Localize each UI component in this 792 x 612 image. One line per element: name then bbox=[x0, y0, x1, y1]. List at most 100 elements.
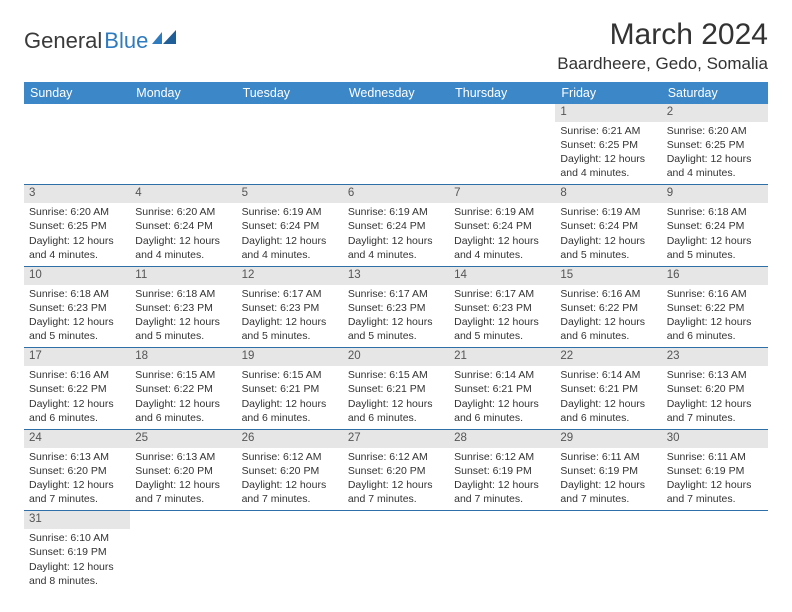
calendar-cell: 4Sunrise: 6:20 AMSunset: 6:24 PMDaylight… bbox=[130, 185, 236, 266]
flag-icon bbox=[152, 28, 178, 54]
day-number: 10 bbox=[24, 267, 130, 285]
day-number: 2 bbox=[662, 104, 768, 122]
day-number: 28 bbox=[449, 430, 555, 448]
day-details: Sunrise: 6:12 AMSunset: 6:19 PMDaylight:… bbox=[449, 448, 555, 511]
day-number: 5 bbox=[237, 185, 343, 203]
day-number: 30 bbox=[662, 430, 768, 448]
day-details: Sunrise: 6:17 AMSunset: 6:23 PMDaylight:… bbox=[449, 285, 555, 348]
day-details: Sunrise: 6:20 AMSunset: 6:24 PMDaylight:… bbox=[130, 203, 236, 266]
calendar-cell: 6Sunrise: 6:19 AMSunset: 6:24 PMDaylight… bbox=[343, 185, 449, 266]
weekday-header: Friday bbox=[555, 82, 661, 104]
calendar-cell: 17Sunrise: 6:16 AMSunset: 6:22 PMDayligh… bbox=[24, 348, 130, 429]
calendar-cell: 2Sunrise: 6:20 AMSunset: 6:25 PMDaylight… bbox=[662, 104, 768, 185]
day-number bbox=[343, 511, 449, 515]
day-number bbox=[449, 511, 555, 515]
day-details: Sunrise: 6:11 AMSunset: 6:19 PMDaylight:… bbox=[662, 448, 768, 511]
brand-text-1: General bbox=[24, 28, 102, 54]
calendar-cell: 18Sunrise: 6:15 AMSunset: 6:22 PMDayligh… bbox=[130, 348, 236, 429]
day-details: Sunrise: 6:13 AMSunset: 6:20 PMDaylight:… bbox=[24, 448, 130, 511]
calendar-cell: 15Sunrise: 6:16 AMSunset: 6:22 PMDayligh… bbox=[555, 266, 661, 347]
brand-text-2: Blue bbox=[104, 28, 148, 54]
day-number: 27 bbox=[343, 430, 449, 448]
title-block: March 2024 Baardheere, Gedo, Somalia bbox=[557, 18, 768, 74]
calendar-cell: 22Sunrise: 6:14 AMSunset: 6:21 PMDayligh… bbox=[555, 348, 661, 429]
day-details: Sunrise: 6:13 AMSunset: 6:20 PMDaylight:… bbox=[662, 366, 768, 429]
calendar-cell bbox=[555, 511, 661, 592]
day-number: 19 bbox=[237, 348, 343, 366]
day-number: 14 bbox=[449, 267, 555, 285]
day-number: 4 bbox=[130, 185, 236, 203]
calendar-cell: 27Sunrise: 6:12 AMSunset: 6:20 PMDayligh… bbox=[343, 429, 449, 510]
calendar-row: 3Sunrise: 6:20 AMSunset: 6:25 PMDaylight… bbox=[24, 185, 768, 266]
day-number: 13 bbox=[343, 267, 449, 285]
day-details: Sunrise: 6:14 AMSunset: 6:21 PMDaylight:… bbox=[555, 366, 661, 429]
day-number: 18 bbox=[130, 348, 236, 366]
day-number: 9 bbox=[662, 185, 768, 203]
day-details: Sunrise: 6:16 AMSunset: 6:22 PMDaylight:… bbox=[662, 285, 768, 348]
calendar-cell bbox=[449, 511, 555, 592]
day-details: Sunrise: 6:15 AMSunset: 6:22 PMDaylight:… bbox=[130, 366, 236, 429]
day-details: Sunrise: 6:20 AMSunset: 6:25 PMDaylight:… bbox=[662, 122, 768, 185]
calendar-cell: 14Sunrise: 6:17 AMSunset: 6:23 PMDayligh… bbox=[449, 266, 555, 347]
calendar-cell: 5Sunrise: 6:19 AMSunset: 6:24 PMDaylight… bbox=[237, 185, 343, 266]
month-title: March 2024 bbox=[557, 18, 768, 52]
calendar-cell: 20Sunrise: 6:15 AMSunset: 6:21 PMDayligh… bbox=[343, 348, 449, 429]
calendar-cell: 25Sunrise: 6:13 AMSunset: 6:20 PMDayligh… bbox=[130, 429, 236, 510]
day-details: Sunrise: 6:21 AMSunset: 6:25 PMDaylight:… bbox=[555, 122, 661, 185]
day-details: Sunrise: 6:16 AMSunset: 6:22 PMDaylight:… bbox=[24, 366, 130, 429]
calendar-cell bbox=[130, 511, 236, 592]
calendar-cell: 23Sunrise: 6:13 AMSunset: 6:20 PMDayligh… bbox=[662, 348, 768, 429]
calendar-cell: 26Sunrise: 6:12 AMSunset: 6:20 PMDayligh… bbox=[237, 429, 343, 510]
calendar-head: SundayMondayTuesdayWednesdayThursdayFrid… bbox=[24, 82, 768, 104]
weekday-header: Thursday bbox=[449, 82, 555, 104]
day-number: 17 bbox=[24, 348, 130, 366]
calendar-row: 10Sunrise: 6:18 AMSunset: 6:23 PMDayligh… bbox=[24, 266, 768, 347]
day-number: 20 bbox=[343, 348, 449, 366]
day-number bbox=[24, 104, 130, 108]
day-details: Sunrise: 6:19 AMSunset: 6:24 PMDaylight:… bbox=[343, 203, 449, 266]
calendar-cell bbox=[343, 511, 449, 592]
calendar-row: 17Sunrise: 6:16 AMSunset: 6:22 PMDayligh… bbox=[24, 348, 768, 429]
day-number: 11 bbox=[130, 267, 236, 285]
calendar-row: 31Sunrise: 6:10 AMSunset: 6:19 PMDayligh… bbox=[24, 511, 768, 592]
day-number: 26 bbox=[237, 430, 343, 448]
day-number: 16 bbox=[662, 267, 768, 285]
calendar-cell bbox=[237, 511, 343, 592]
day-details: Sunrise: 6:12 AMSunset: 6:20 PMDaylight:… bbox=[237, 448, 343, 511]
calendar-cell: 12Sunrise: 6:17 AMSunset: 6:23 PMDayligh… bbox=[237, 266, 343, 347]
day-details: Sunrise: 6:19 AMSunset: 6:24 PMDaylight:… bbox=[237, 203, 343, 266]
day-number: 7 bbox=[449, 185, 555, 203]
day-number: 21 bbox=[449, 348, 555, 366]
day-details: Sunrise: 6:10 AMSunset: 6:19 PMDaylight:… bbox=[24, 529, 130, 592]
day-number: 24 bbox=[24, 430, 130, 448]
calendar-cell: 10Sunrise: 6:18 AMSunset: 6:23 PMDayligh… bbox=[24, 266, 130, 347]
day-number: 6 bbox=[343, 185, 449, 203]
day-details: Sunrise: 6:16 AMSunset: 6:22 PMDaylight:… bbox=[555, 285, 661, 348]
calendar-cell bbox=[237, 104, 343, 185]
day-details: Sunrise: 6:15 AMSunset: 6:21 PMDaylight:… bbox=[237, 366, 343, 429]
calendar-cell: 1Sunrise: 6:21 AMSunset: 6:25 PMDaylight… bbox=[555, 104, 661, 185]
calendar-cell: 3Sunrise: 6:20 AMSunset: 6:25 PMDaylight… bbox=[24, 185, 130, 266]
calendar-cell: 9Sunrise: 6:18 AMSunset: 6:24 PMDaylight… bbox=[662, 185, 768, 266]
day-number: 22 bbox=[555, 348, 661, 366]
day-number: 15 bbox=[555, 267, 661, 285]
brand-logo: GeneralBlue bbox=[24, 18, 178, 54]
day-number bbox=[130, 104, 236, 108]
day-number bbox=[130, 511, 236, 515]
day-number: 31 bbox=[24, 511, 130, 529]
day-number: 1 bbox=[555, 104, 661, 122]
calendar-cell: 24Sunrise: 6:13 AMSunset: 6:20 PMDayligh… bbox=[24, 429, 130, 510]
calendar-cell: 16Sunrise: 6:16 AMSunset: 6:22 PMDayligh… bbox=[662, 266, 768, 347]
weekday-header: Wednesday bbox=[343, 82, 449, 104]
calendar-cell: 29Sunrise: 6:11 AMSunset: 6:19 PMDayligh… bbox=[555, 429, 661, 510]
calendar-cell: 11Sunrise: 6:18 AMSunset: 6:23 PMDayligh… bbox=[130, 266, 236, 347]
day-number: 23 bbox=[662, 348, 768, 366]
day-details: Sunrise: 6:13 AMSunset: 6:20 PMDaylight:… bbox=[130, 448, 236, 511]
day-details: Sunrise: 6:18 AMSunset: 6:24 PMDaylight:… bbox=[662, 203, 768, 266]
calendar-cell: 31Sunrise: 6:10 AMSunset: 6:19 PMDayligh… bbox=[24, 511, 130, 592]
weekday-header: Sunday bbox=[24, 82, 130, 104]
day-number: 25 bbox=[130, 430, 236, 448]
day-number: 29 bbox=[555, 430, 661, 448]
day-number bbox=[237, 104, 343, 108]
day-number bbox=[555, 511, 661, 515]
